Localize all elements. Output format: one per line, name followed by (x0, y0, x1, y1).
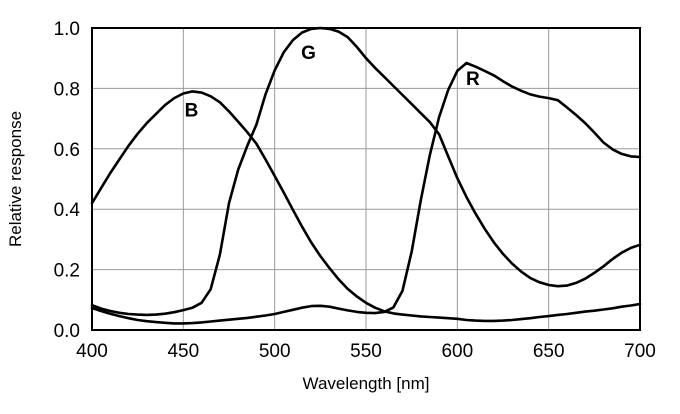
series-label-G: G (301, 43, 316, 64)
series-curve-R (90, 61, 642, 325)
x-tick-label: 500 (259, 341, 291, 362)
series-label-R: R (466, 69, 480, 90)
x-tick-label: 550 (350, 341, 382, 362)
series-layer (90, 26, 642, 325)
y-tick-label: 0.6 (54, 140, 80, 161)
grid-layer (91, 27, 641, 331)
x-tick-label: 400 (76, 341, 108, 362)
series-curve-G (90, 26, 642, 317)
x-tick-label: 650 (533, 341, 565, 362)
x-tick-label: 600 (441, 341, 473, 362)
y-tick-label: 1.0 (54, 19, 80, 40)
x-axis-title: Wavelength [nm] (303, 374, 430, 393)
series-label-layer: B G R (185, 43, 480, 121)
x-tick-label: 700 (624, 341, 656, 362)
y-axis-title: Relative response (6, 111, 25, 247)
y-tick-label: 0.8 (54, 79, 80, 100)
y-tick-label: 0.2 (54, 261, 80, 282)
series-curve-B (90, 90, 642, 323)
y-tick-label: 0.0 (54, 321, 80, 342)
y-tick-label: 0.4 (54, 200, 81, 221)
tick-label-layer: 400 450 500 550 600 650 700 0.0 0.2 0.4 0.6 0.8 1.0 (54, 19, 656, 362)
series-label-B: B (185, 101, 199, 122)
plot-frame (91, 27, 641, 331)
x-tick-label: 450 (167, 341, 199, 362)
